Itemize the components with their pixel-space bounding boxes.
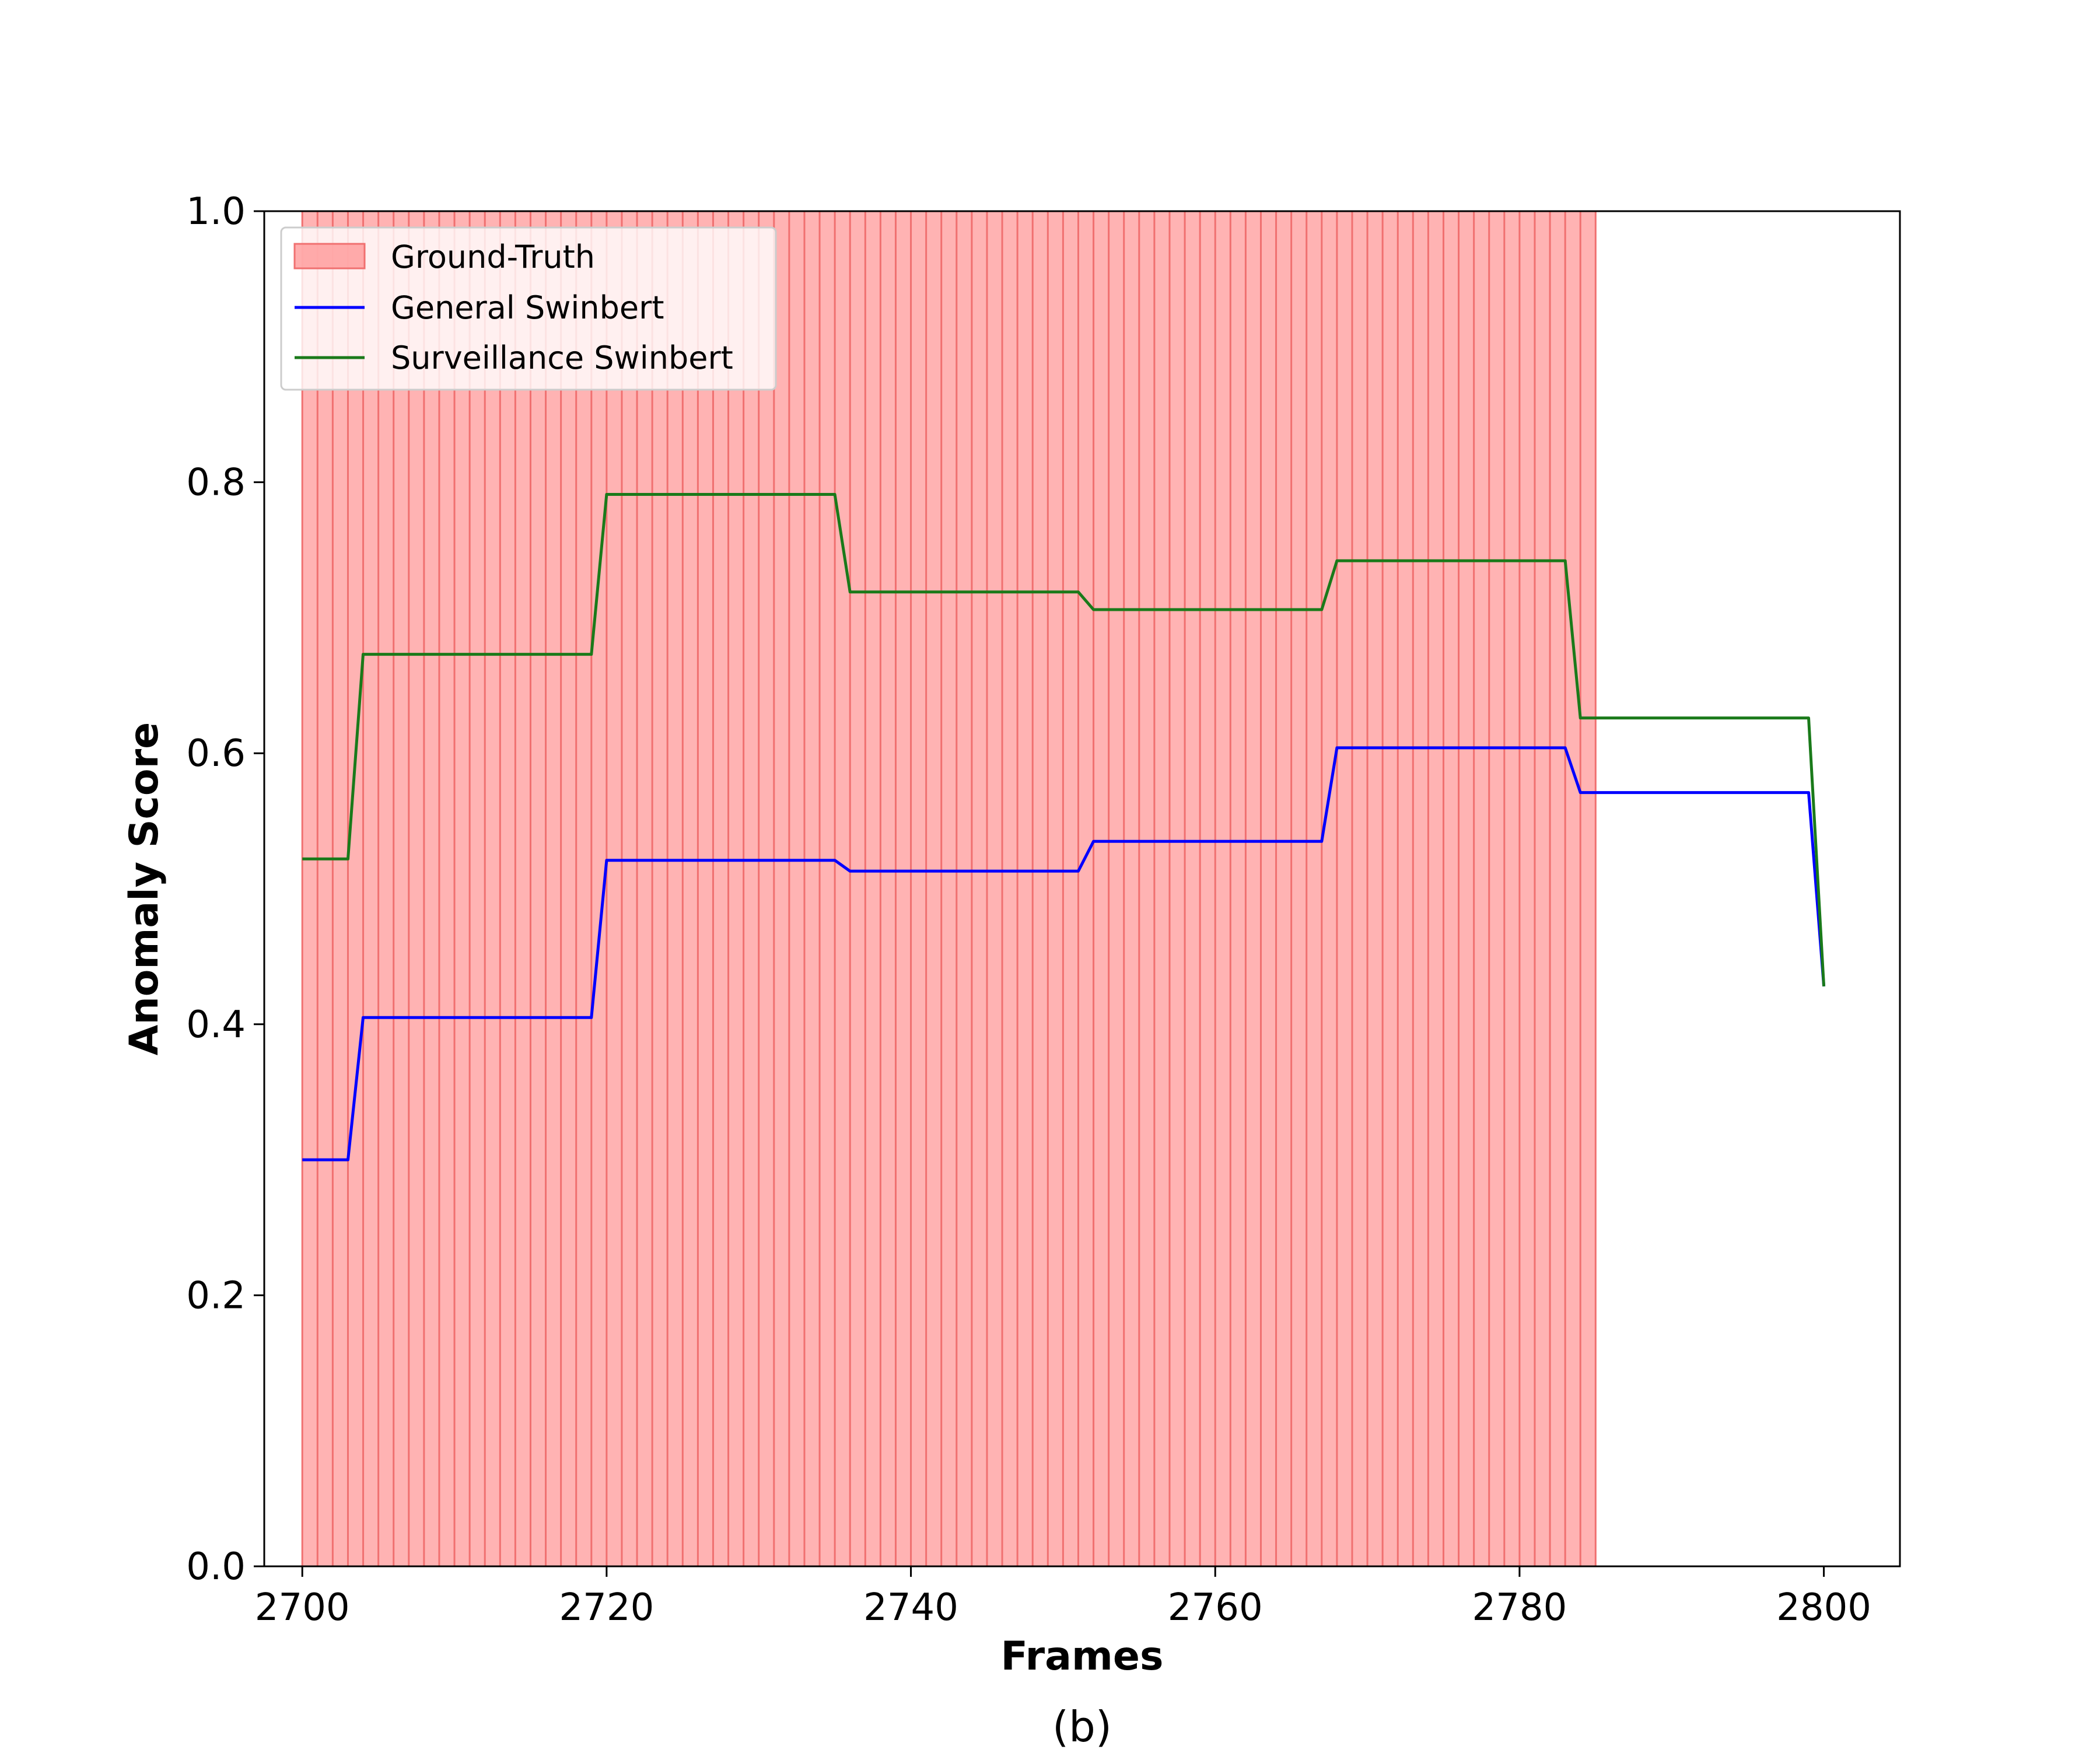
x-tick-label: 2720 xyxy=(559,1586,654,1629)
y-tick-label: 1.0 xyxy=(186,190,246,233)
y-tick-label: 0.6 xyxy=(186,732,246,775)
x-tick-label: 2760 xyxy=(1168,1586,1263,1629)
y-tick-label: 0.4 xyxy=(186,1003,246,1047)
x-tick-label: 2800 xyxy=(1776,1586,1871,1629)
series-line-surveillance-swinbert xyxy=(302,493,1826,986)
series-line-general-swinbert xyxy=(302,746,1826,1161)
ground-truth-band xyxy=(302,211,1596,1566)
x-axis-title: Frames xyxy=(1001,1633,1164,1679)
x-tick-label: 2780 xyxy=(1472,1586,1567,1629)
legend: Ground-Truth General Swinbert Surveillan… xyxy=(280,226,777,391)
y-tick-label: 0.2 xyxy=(186,1274,246,1317)
legend-label-general-swinbert: General Swinbert xyxy=(391,289,664,326)
figure-caption: (b) xyxy=(1052,1702,1112,1750)
ground-truth-region xyxy=(301,211,1597,1566)
legend-label-surveillance-swinbert: Surveillance Swinbert xyxy=(391,340,733,376)
legend-box xyxy=(280,226,777,391)
y-tick-label: 0.0 xyxy=(186,1545,246,1588)
y-axis-ticks: 0.0 0.2 0.4 0.6 0.8 1.0 xyxy=(186,190,264,1588)
legend-label-ground-truth: Ground-Truth xyxy=(391,239,595,275)
y-tick-label: 0.8 xyxy=(186,461,246,505)
series-lines xyxy=(302,493,1826,1161)
legend-swatch-ground-truth xyxy=(293,243,366,270)
x-tick-label: 2700 xyxy=(255,1586,350,1629)
plot-area-frame xyxy=(263,210,1901,1567)
y-axis-title: Anomaly Score xyxy=(121,722,167,1055)
x-axis-ticks: 2700 2720 2740 2760 2780 2800 xyxy=(255,1566,1871,1629)
x-tick-label: 2740 xyxy=(863,1586,958,1629)
